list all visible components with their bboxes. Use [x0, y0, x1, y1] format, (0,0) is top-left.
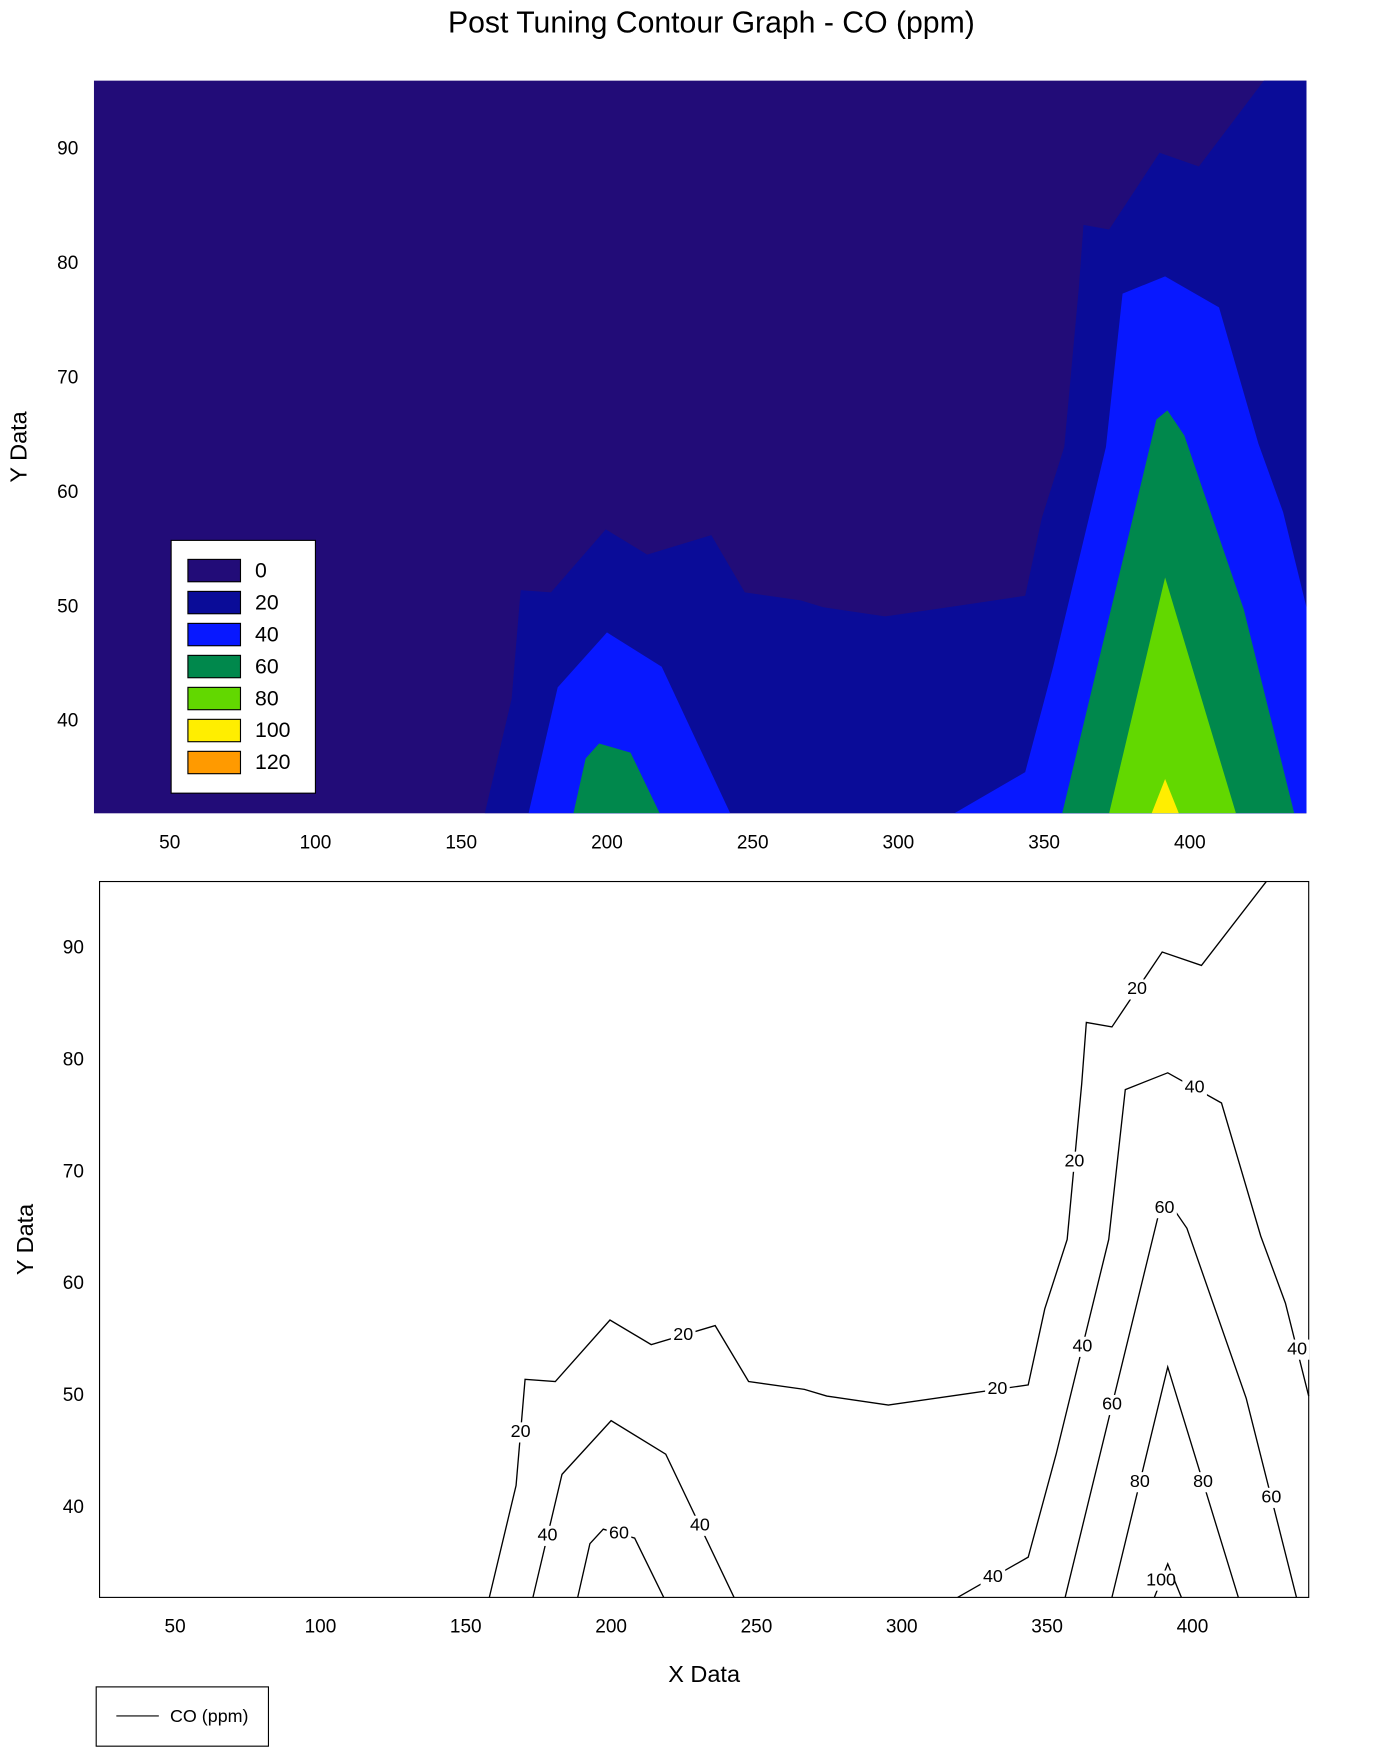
y-tick-label: 50 — [63, 1385, 84, 1406]
plot-frame — [98, 880, 1310, 1598]
legend-swatch — [187, 654, 242, 679]
legend-swatch — [187, 718, 242, 743]
legend-label: 0 — [255, 558, 267, 582]
y-tick-label: 60 — [57, 482, 78, 503]
contour-label: 60 — [1155, 1197, 1175, 1217]
y-tick-label: 50 — [57, 596, 78, 617]
contour-line — [488, 881, 1267, 1598]
legend-label: 40 — [255, 622, 279, 646]
contour-label-bg — [508, 1422, 533, 1443]
contour-label-bg — [1152, 1198, 1177, 1219]
contour-fill — [1062, 410, 1295, 814]
contour-fill — [1151, 778, 1179, 814]
legend-swatch — [187, 750, 242, 775]
legend-swatch — [187, 622, 242, 647]
contour-label-bg — [1099, 1394, 1125, 1416]
legend-label: 100 — [255, 718, 290, 742]
x-axis-label: X Data — [668, 1661, 741, 1687]
contour-label-bg — [1182, 1077, 1207, 1098]
legend-swatch — [187, 590, 242, 615]
y-tick-label: 60 — [63, 1273, 84, 1294]
contour-label: 60 — [609, 1522, 629, 1542]
contour-line — [1064, 1202, 1298, 1598]
contour-fill — [1109, 577, 1236, 814]
x-tick-label: 400 — [1177, 1617, 1209, 1638]
contour-label: 40 — [690, 1515, 710, 1535]
x-tick-label: 250 — [737, 833, 769, 854]
contour-label-bg — [1190, 1472, 1216, 1493]
y-tick-label: 90 — [63, 938, 84, 959]
contour-label: 20 — [511, 1421, 531, 1441]
contour-label: 80 — [1130, 1471, 1150, 1491]
y-tick-label: 40 — [63, 1497, 84, 1518]
contour-label: 40 — [1185, 1077, 1205, 1097]
contour-label-bg — [1127, 1472, 1153, 1493]
legend-swatch — [187, 686, 242, 711]
x-tick-label: 100 — [305, 1617, 337, 1638]
x-tick-label: 50 — [165, 1617, 186, 1638]
y-axis-label: Y Data — [5, 410, 31, 482]
contour-line — [957, 1072, 1310, 1598]
contour-label-bg — [1124, 979, 1150, 1000]
x-tick-label: 350 — [1031, 1617, 1063, 1638]
y-tick-label: 40 — [57, 711, 78, 732]
contour-line — [577, 1528, 665, 1598]
contour-label: 20 — [1064, 1150, 1084, 1170]
legend-label: 120 — [255, 750, 290, 774]
y-tick-label: 90 — [57, 138, 78, 159]
y-tick-label: 70 — [57, 367, 78, 388]
contour-label-bg — [687, 1515, 713, 1536]
contour-label-bg — [1259, 1487, 1284, 1508]
contour-label-bg — [606, 1523, 632, 1544]
contour-label: 60 — [1261, 1487, 1281, 1507]
contour-fill — [573, 743, 660, 814]
contour-label: 40 — [1072, 1336, 1092, 1356]
x-tick-label: 200 — [591, 833, 623, 854]
chart-title: Post Tuning Contour Graph - CO (ppm) — [448, 7, 975, 40]
y-tick-label: 80 — [57, 253, 78, 274]
contour-label: 80 — [1193, 1471, 1213, 1491]
contour-label-bg — [670, 1325, 696, 1346]
contour-label: 40 — [538, 1525, 558, 1545]
contour-label: 100 — [1146, 1569, 1176, 1589]
contour-label: 20 — [673, 1324, 693, 1344]
contour-label: 20 — [1127, 978, 1147, 998]
y-tick-label: 80 — [63, 1050, 84, 1071]
x-tick-label: 100 — [300, 833, 332, 854]
x-tick-label: 200 — [595, 1617, 627, 1638]
contour-label-bg — [1148, 1570, 1174, 1591]
legend-label: CO (ppm) — [170, 1706, 248, 1726]
contour-label-bg — [535, 1525, 560, 1546]
legend-label: 60 — [255, 654, 279, 678]
legend-label: 20 — [255, 590, 279, 614]
y-tick-label: 70 — [63, 1161, 84, 1182]
x-tick-label: 150 — [450, 1617, 482, 1638]
contour-line — [1111, 1364, 1240, 1598]
y-axis-label: Y Data — [12, 1203, 38, 1275]
contour-line — [532, 1419, 735, 1598]
contour-label-bg — [1070, 1336, 1095, 1357]
contour-label-bg — [980, 1567, 1006, 1588]
contour-label: 40 — [1287, 1338, 1307, 1358]
legend-swatch — [187, 558, 242, 583]
contour-label: 60 — [1102, 1394, 1122, 1414]
contour-fill — [528, 632, 731, 814]
x-tick-label: 300 — [886, 1617, 918, 1638]
x-tick-label: 300 — [883, 833, 915, 854]
x-tick-label: 250 — [741, 1617, 773, 1638]
legend-label: 80 — [255, 686, 279, 710]
contour-label-bg — [1284, 1339, 1310, 1360]
x-tick-label: 150 — [445, 833, 477, 854]
x-tick-label: 400 — [1174, 833, 1206, 854]
contour-label: 40 — [983, 1566, 1003, 1586]
contour-label: 20 — [987, 1378, 1007, 1398]
contour-label-bg — [1062, 1151, 1087, 1172]
x-tick-label: 350 — [1028, 833, 1060, 854]
x-tick-label: 50 — [159, 833, 180, 854]
contour-label-bg — [985, 1379, 1010, 1400]
